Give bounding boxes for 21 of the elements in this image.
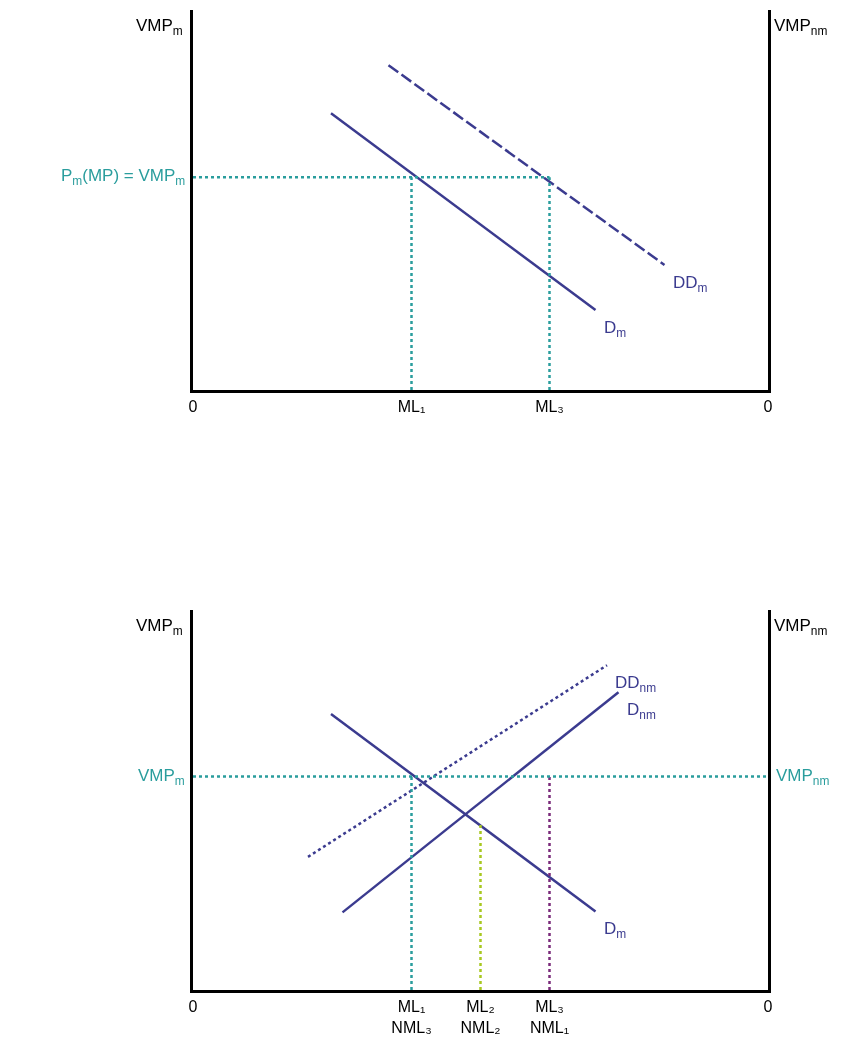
series-label: DD$_{nm}$ (615, 673, 657, 695)
series-label: D$_{m}$ (604, 318, 627, 340)
x-tick-label: 0 (763, 998, 773, 1016)
series-label: DD$_{m}$ (673, 273, 708, 295)
x-tick-label: ML₃ (535, 398, 564, 416)
x-tick-label: ML₃ NML₁ (529, 998, 570, 1036)
text: VMP$_{nm}$ (776, 766, 830, 788)
y2-axis-title: VMP$_{nm}$ (774, 616, 828, 638)
x-tick-label: ML₂ NML₂ (460, 998, 501, 1036)
y-axis-title: VMP$_{m}$ (136, 16, 183, 38)
x-tick-label: 0 (188, 398, 198, 416)
annotation: P$_{m}$(MP) = VMP$_{m}$ (61, 166, 186, 188)
y-axis-title: VMP$_{m}$ (136, 616, 183, 638)
x-tick-label: 0 (763, 398, 773, 416)
ref-line-label: VMP$_{m}$ (138, 766, 185, 788)
x-tick-label: ML₁ NML₃ (391, 998, 432, 1036)
x-tick-label: 0 (188, 998, 198, 1016)
series-label: D$_{nm}$ (627, 700, 656, 722)
x-tick-label: ML₁ (397, 398, 426, 416)
y2-axis-title: VMP$_{nm}$ (774, 16, 828, 38)
series-label: D$_{m}$ (604, 919, 627, 941)
